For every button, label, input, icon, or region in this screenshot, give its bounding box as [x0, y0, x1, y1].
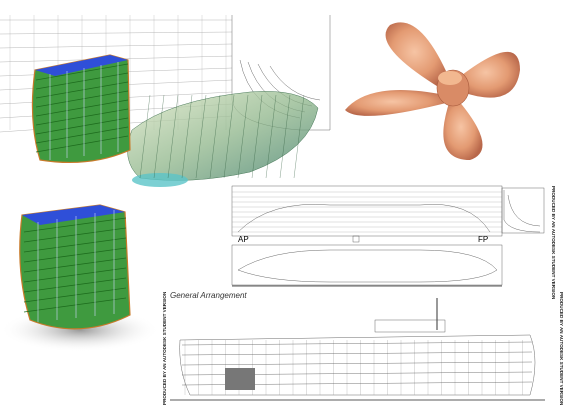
- deck: [23, 247, 127, 263]
- ga-title: General Arrangement: [170, 291, 247, 300]
- structure-block-bottom: [19, 204, 131, 330]
- hull-frames: [139, 94, 305, 179]
- frame-line: [181, 94, 193, 179]
- deck: [35, 90, 129, 108]
- hull-3d: [127, 91, 319, 181]
- rudder-bulb: [132, 173, 188, 187]
- watermark: PRODUCED BY AN AUTODESK STUDENT VERSION: [551, 186, 556, 300]
- frame-line: [195, 94, 207, 179]
- deck: [35, 99, 129, 117]
- deck: [181, 361, 533, 366]
- deck: [35, 81, 129, 99]
- frame-line: [223, 94, 235, 179]
- frame-line: [251, 94, 263, 179]
- deck: [23, 227, 127, 243]
- deck: [23, 277, 127, 293]
- deck: [35, 117, 129, 135]
- frame-line: [237, 94, 249, 179]
- propeller: [345, 22, 520, 160]
- deck: [23, 257, 127, 273]
- frame-line: [139, 94, 151, 179]
- general-arrangement: [170, 298, 545, 401]
- deck: [35, 135, 129, 153]
- deck: [35, 126, 129, 144]
- deck: [181, 341, 533, 346]
- frame-line: [153, 94, 165, 179]
- deck: [35, 63, 129, 81]
- deck: [23, 297, 127, 313]
- fp-label: FP: [478, 235, 488, 244]
- deck: [23, 267, 127, 283]
- lines-plan: AP FP: [231, 185, 545, 287]
- frame-line: [279, 94, 291, 179]
- frame-line: [265, 94, 277, 179]
- frame-line: [167, 94, 179, 179]
- grid-line: [0, 31, 233, 35]
- frame-line: [293, 94, 305, 179]
- frame-line: [209, 94, 221, 179]
- watermark: PRODUCED BY AN AUTODESK STUDENT VERSION: [162, 291, 167, 405]
- ap-label: AP: [238, 235, 249, 244]
- structure-block-top: [31, 54, 131, 164]
- deck: [23, 217, 127, 233]
- deck: [181, 351, 533, 356]
- deck: [23, 237, 127, 253]
- deck: [23, 287, 127, 303]
- deck: [35, 108, 129, 126]
- deck: [35, 72, 129, 90]
- watermark: PRODUCED BY AN AUTODESK STUDENT VERSION: [559, 292, 564, 406]
- grid-line: [0, 43, 233, 49]
